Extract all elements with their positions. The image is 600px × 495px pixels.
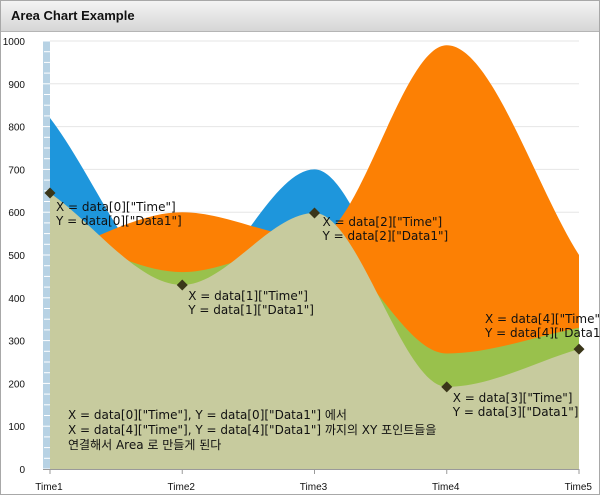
window-title: Area Chart Example xyxy=(11,8,135,23)
point-label-y-1: Y = data[1]["Data1"] xyxy=(187,303,314,317)
point-label-y-3: Y = data[3]["Data1"] xyxy=(452,405,579,419)
point-label-y-0: Y = data[0]["Data1"] xyxy=(55,214,182,228)
y-tick-label-0: 0 xyxy=(19,465,25,476)
area-series-3 xyxy=(50,192,579,469)
point-labels: X = data[0]["Time"]Y = data[0]["Data1"] X… xyxy=(55,200,600,419)
x-tick-label-1: Time2 xyxy=(168,482,196,493)
point-label-x-2: X = data[2]["Time"] xyxy=(323,215,443,229)
annotation-line-1: X = data[4]["Time"], Y = data[4]["Data1"… xyxy=(68,423,436,437)
y-axis: 0 100 200 300 400 500 600 700 800 900 1000 xyxy=(3,37,50,476)
point-label-y-4: Y = data[4]["Data1"] xyxy=(484,326,600,340)
annotation-line-2: 연결해서 Area 로 만들게 된다 xyxy=(68,438,221,452)
y-tick-label-4: 400 xyxy=(8,294,25,305)
y-tick-label-1: 100 xyxy=(8,422,25,433)
y-tick-label-2: 200 xyxy=(8,379,25,390)
point-label-x-4: X = data[4]["Time"] xyxy=(485,312,600,326)
title-bar: Area Chart Example xyxy=(1,1,599,32)
y-tick-label-7: 700 xyxy=(8,165,25,176)
y-tick-label-5: 500 xyxy=(8,251,25,262)
y-tick-label-8: 800 xyxy=(8,123,25,134)
data-point-marker-0 xyxy=(44,187,56,199)
y-tick-label-3: 300 xyxy=(8,337,25,348)
point-label-x-3: X = data[3]["Time"] xyxy=(453,391,573,405)
data-point-marker-1 xyxy=(176,279,188,291)
annotation-line-0: X = data[0]["Time"], Y = data[0]["Data1"… xyxy=(68,408,347,422)
data-point-marker-3 xyxy=(441,381,453,393)
data-point-marker-2 xyxy=(309,207,320,219)
annotation: X = data[0]["Time"], Y = data[0]["Data1"… xyxy=(68,408,436,452)
x-tick-label-2: Time3 xyxy=(300,482,328,493)
data-point-markers xyxy=(44,187,585,393)
x-tick-label-3: Time4 xyxy=(432,482,460,493)
point-label-x-1: X = data[1]["Time"] xyxy=(188,289,308,303)
point-label-y-2: Y = data[2]["Data1"] xyxy=(322,229,449,243)
x-tick-label-0: Time1 xyxy=(35,482,63,493)
x-tick-label-4: Time5 xyxy=(565,482,593,493)
point-label-x-0: X = data[0]["Time"] xyxy=(56,200,176,214)
y-tick-label-6: 600 xyxy=(8,208,25,219)
y-tick-label-9: 900 xyxy=(8,80,25,91)
x-axis: Time1 Time2 Time3 Time4 Time5 xyxy=(35,469,592,493)
y-tick-label-10: 1000 xyxy=(3,37,26,48)
data-point-marker-4 xyxy=(573,343,585,355)
